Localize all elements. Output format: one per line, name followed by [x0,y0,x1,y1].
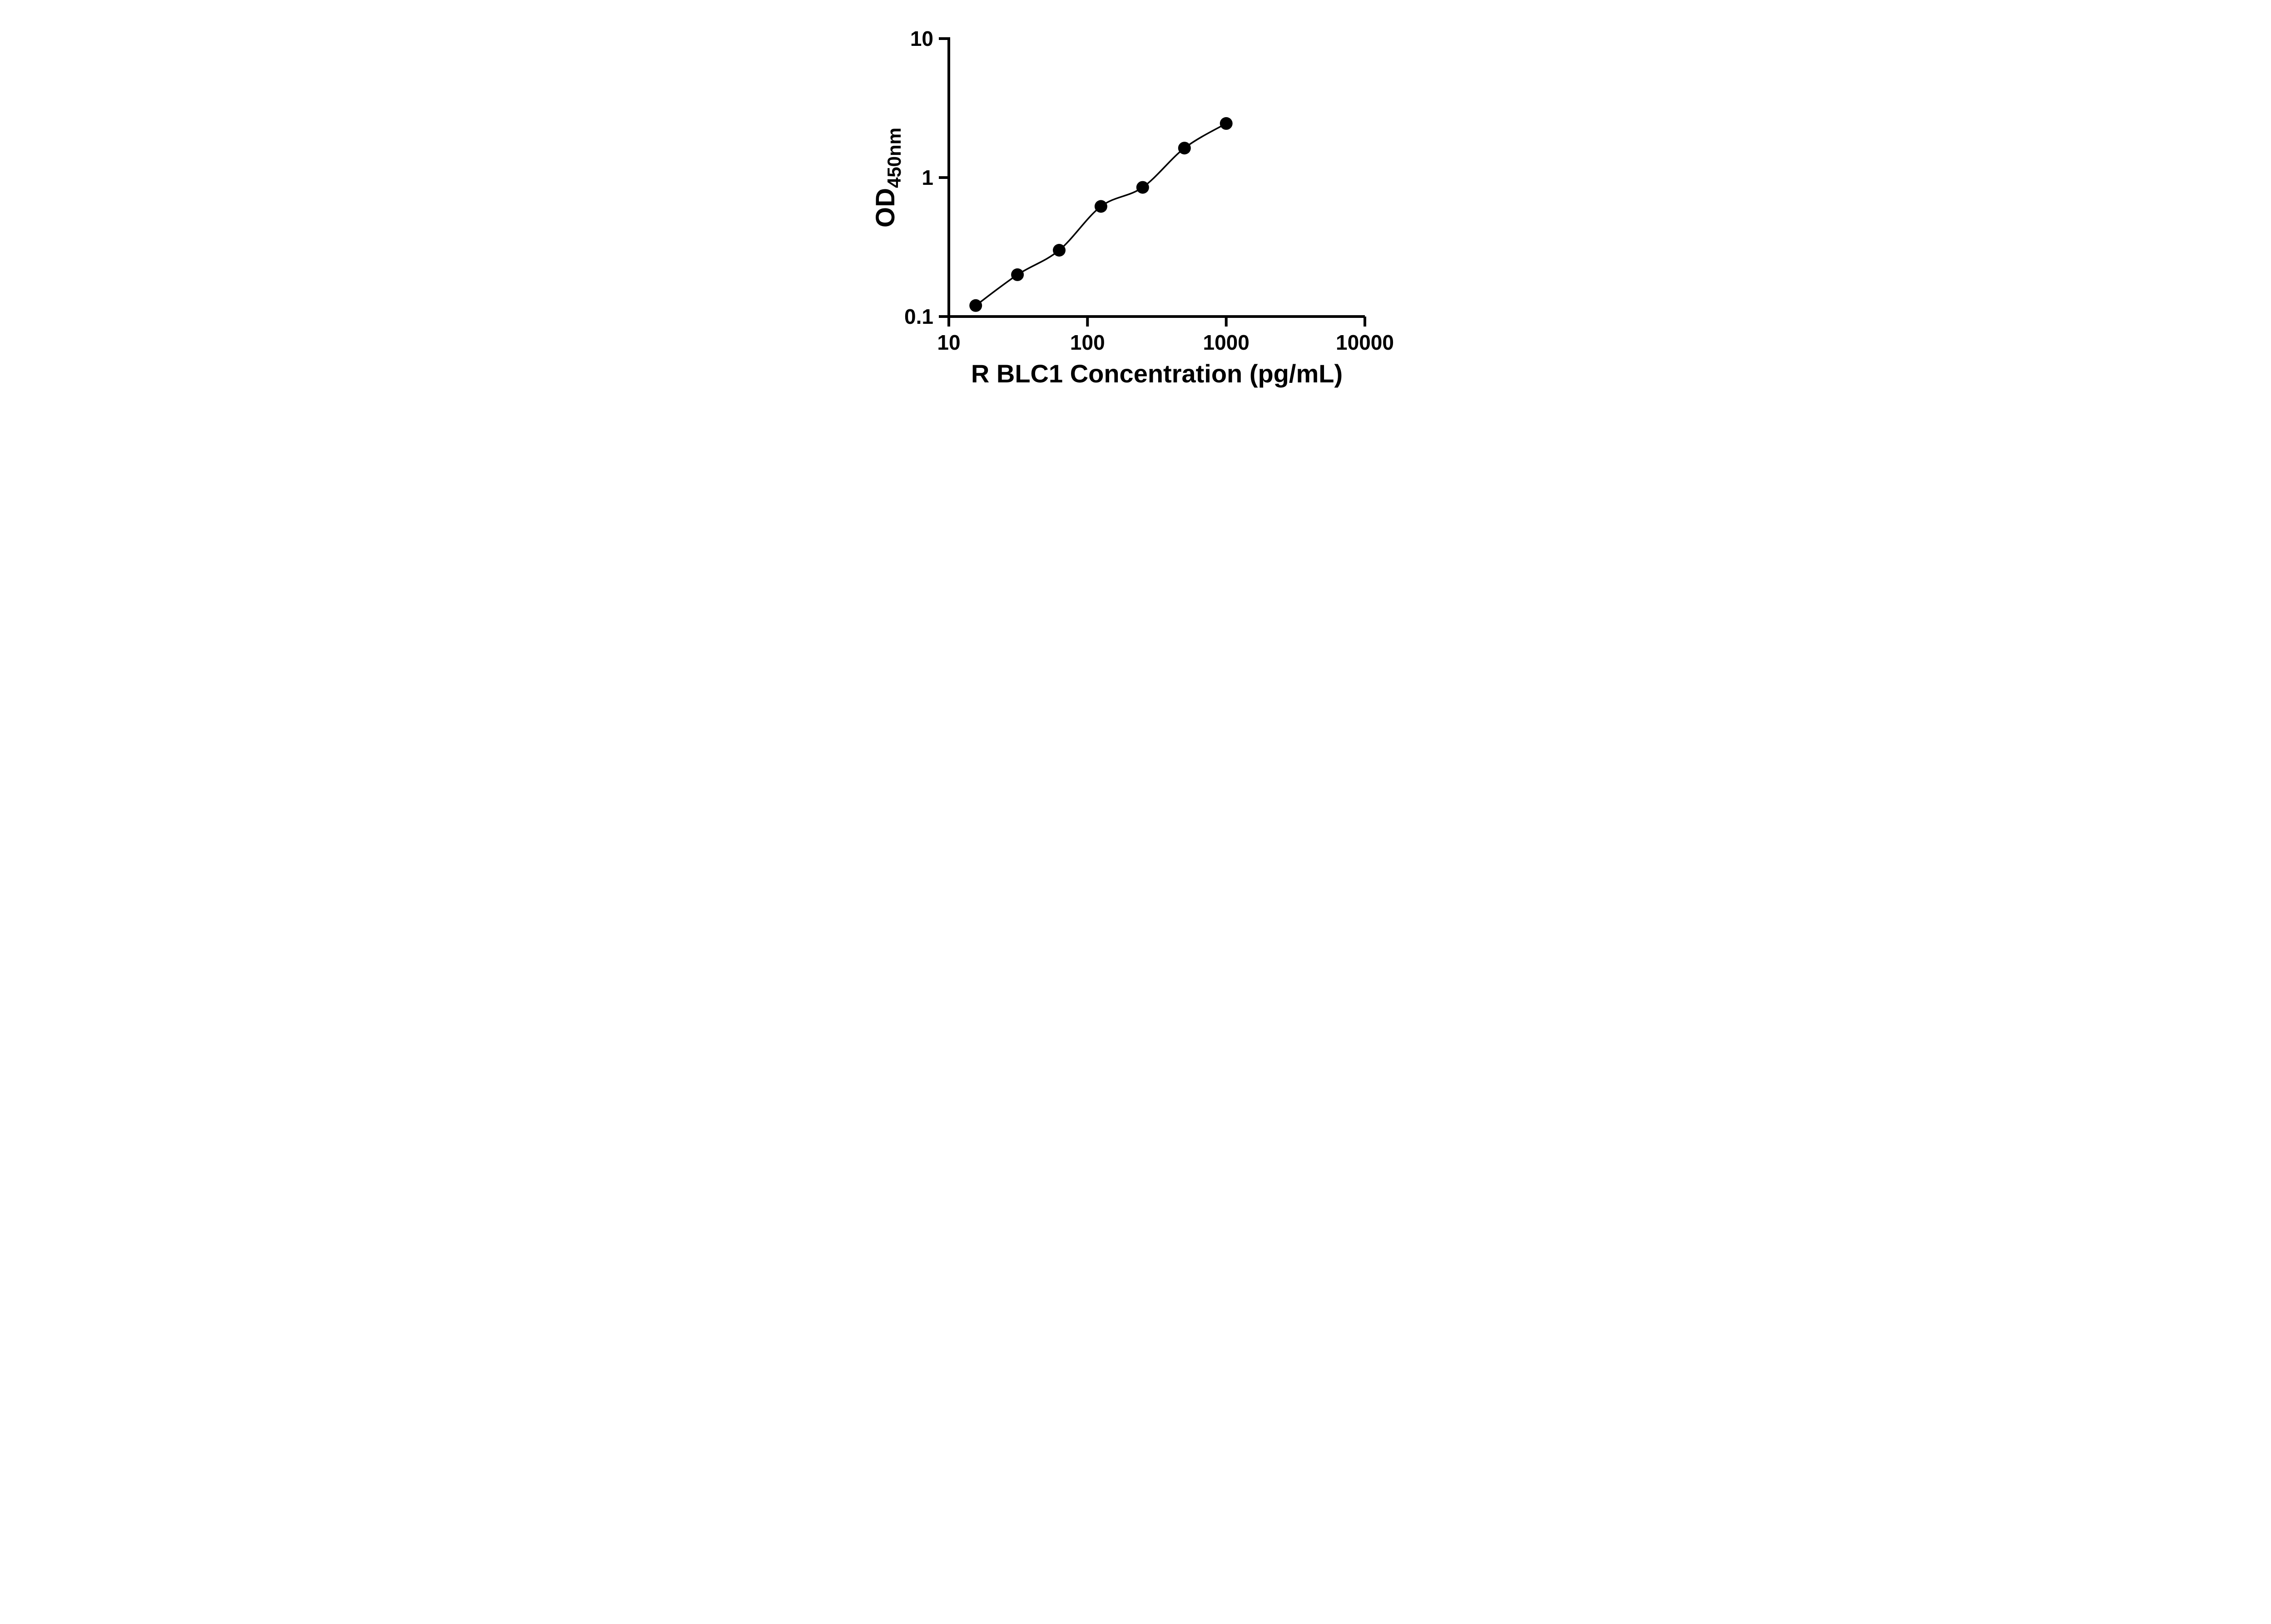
x-axis-title: R BLC1 Concentration (pg/mL) [971,359,1343,388]
axes [939,37,1366,327]
data-point [1136,181,1149,194]
y-axis-title: OD450nm [871,128,905,228]
y-axis-title-subscript: 450nm [883,128,905,188]
x-tick-label: 10000 [1336,331,1394,354]
y-tick-label: 1 [922,166,933,189]
data-point [1178,142,1191,155]
y-axis-title-main: OD [871,188,900,228]
data-series [969,117,1233,312]
data-point [1053,244,1066,257]
data-point [969,299,982,312]
x-tick-label: 10 [937,331,960,354]
chart-svg: 0.1 1 10 10 100 1000 10000 R BLC1 Concentration… [849,0,1422,406]
y-tick-label: 0.1 [904,305,933,328]
data-point [1011,268,1024,281]
x-tick-label: 1000 [1203,331,1250,354]
y-tick-label: 10 [910,27,933,50]
data-point [1094,200,1107,213]
data-point [1220,117,1233,130]
elisa-standard-curve-figure: 0.1 1 10 10 100 1000 10000 R BLC1 Concentration… [849,0,1422,406]
x-tick-label: 100 [1070,331,1105,354]
axis-labels: 0.1 1 10 10 100 1000 10000 R BLC1 Concentration… [871,27,1394,388]
